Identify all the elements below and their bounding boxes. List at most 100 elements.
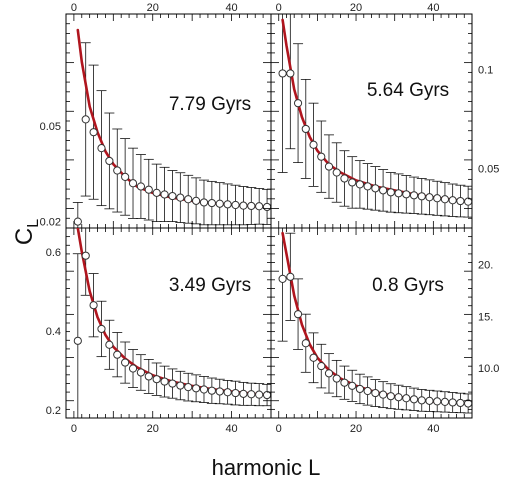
- data-point: [105, 156, 114, 166]
- data-point: [278, 274, 287, 283]
- data-point: [340, 174, 349, 183]
- data-point: [168, 191, 177, 201]
- data-point: [355, 180, 365, 189]
- data-point: [247, 201, 256, 211]
- y-tick-label: 20.: [478, 259, 493, 271]
- data-point: [286, 272, 295, 281]
- data-point: [448, 398, 457, 407]
- x-tick-label: 40: [427, 2, 439, 14]
- data-point: [348, 381, 357, 390]
- data-point: [239, 201, 248, 210]
- data-point: [199, 198, 209, 207]
- data-point: [363, 182, 372, 191]
- data-point: [176, 381, 185, 390]
- data-point: [386, 188, 395, 197]
- panel-title: 7.79 Gyrs: [169, 94, 251, 115]
- data-point: [417, 192, 426, 201]
- x-tick-label: 20: [350, 2, 362, 14]
- x-tick-label: 0: [71, 423, 77, 435]
- y-tick-label: 0.6: [46, 247, 61, 259]
- data-point: [301, 339, 310, 348]
- x-tick-label: 0: [71, 2, 77, 14]
- data-point: [231, 388, 240, 398]
- data-point: [168, 379, 177, 388]
- data-point: [464, 399, 472, 408]
- data-point: [363, 386, 372, 396]
- data-point: [324, 369, 334, 378]
- data-point: [160, 190, 169, 199]
- data-point: [215, 199, 224, 208]
- data-point: [394, 393, 403, 402]
- data-point: [215, 387, 224, 396]
- data-point: [239, 389, 248, 398]
- panel-frame: [270, 13, 473, 229]
- data-point: [456, 196, 465, 206]
- data-point: [184, 383, 193, 392]
- y-axis-title-main: C: [11, 228, 38, 245]
- data-point: [309, 353, 318, 362]
- data-point: [348, 178, 357, 187]
- y-tick-label: 0.2: [46, 405, 61, 417]
- data-point: [191, 196, 201, 205]
- data-point: [332, 168, 341, 177]
- data-point: [409, 395, 419, 404]
- x-tick-label: 20: [147, 2, 159, 14]
- plot-area: [72, 28, 271, 228]
- data-point: [97, 324, 106, 334]
- x-tick-label: 40: [225, 2, 237, 14]
- data-point: [73, 217, 82, 226]
- panel-title: 0.8 Gyrs: [372, 275, 444, 296]
- data-point: [278, 69, 287, 78]
- data-point: [255, 202, 264, 211]
- data-point: [144, 372, 153, 381]
- data-point: [409, 191, 419, 200]
- data-point: [448, 196, 457, 205]
- data-point: [207, 386, 216, 395]
- data-point: [425, 396, 434, 405]
- data-point: [262, 390, 271, 400]
- panel-1: 0 20 40 0.05 0.02 7.79 Gyrs: [40, 2, 272, 229]
- data-point: [97, 144, 106, 153]
- y-tick-label: 15.: [478, 311, 493, 323]
- data-point: [136, 182, 146, 191]
- data-point: [433, 397, 442, 406]
- panel-4: 0 20 40 20. 15. 10.0 0.8 Gyrs: [270, 227, 499, 435]
- data-point: [355, 384, 365, 394]
- plot-area: [277, 14, 472, 218]
- fit-curve: [281, 231, 470, 405]
- data-point: [378, 390, 388, 399]
- x-tick-label: 0: [276, 423, 282, 435]
- x-tick-label: 0: [276, 2, 282, 14]
- data-point: [456, 398, 465, 408]
- svg-text:CL: CL: [11, 219, 42, 245]
- y-tick-label: 0.4: [46, 326, 61, 338]
- data-point: [425, 193, 434, 202]
- data-point: [317, 361, 326, 371]
- plot-area: [277, 228, 472, 414]
- data-point: [144, 185, 153, 194]
- data-point: [191, 384, 201, 393]
- data-point: [394, 189, 403, 198]
- data-point: [371, 388, 380, 398]
- data-point: [440, 195, 450, 204]
- data-point: [402, 190, 411, 199]
- x-tick-label: 40: [225, 423, 237, 435]
- data-point: [340, 378, 349, 387]
- data-point: [255, 390, 264, 399]
- data-point: [113, 166, 122, 175]
- data-point: [128, 364, 138, 373]
- panels-group: 0 20 40 0.05 0.02 7.79 Gyrs 0 20 40 0.1 0.05 5.64 G…: [40, 2, 500, 435]
- data-point: [293, 310, 303, 319]
- data-point: [417, 396, 426, 405]
- data-point: [440, 397, 450, 407]
- data-point: [371, 184, 380, 193]
- data-point: [293, 99, 303, 108]
- data-point: [301, 124, 310, 134]
- data-point: [152, 375, 161, 384]
- data-point: [309, 140, 318, 149]
- panel-2: 0 20 40 0.1 0.05 5.64 Gyrs: [270, 2, 499, 229]
- y-axis-title: CL: [11, 219, 42, 245]
- y-tick-label: 0.05: [478, 164, 499, 176]
- y-tick-label: 10.0: [478, 363, 499, 375]
